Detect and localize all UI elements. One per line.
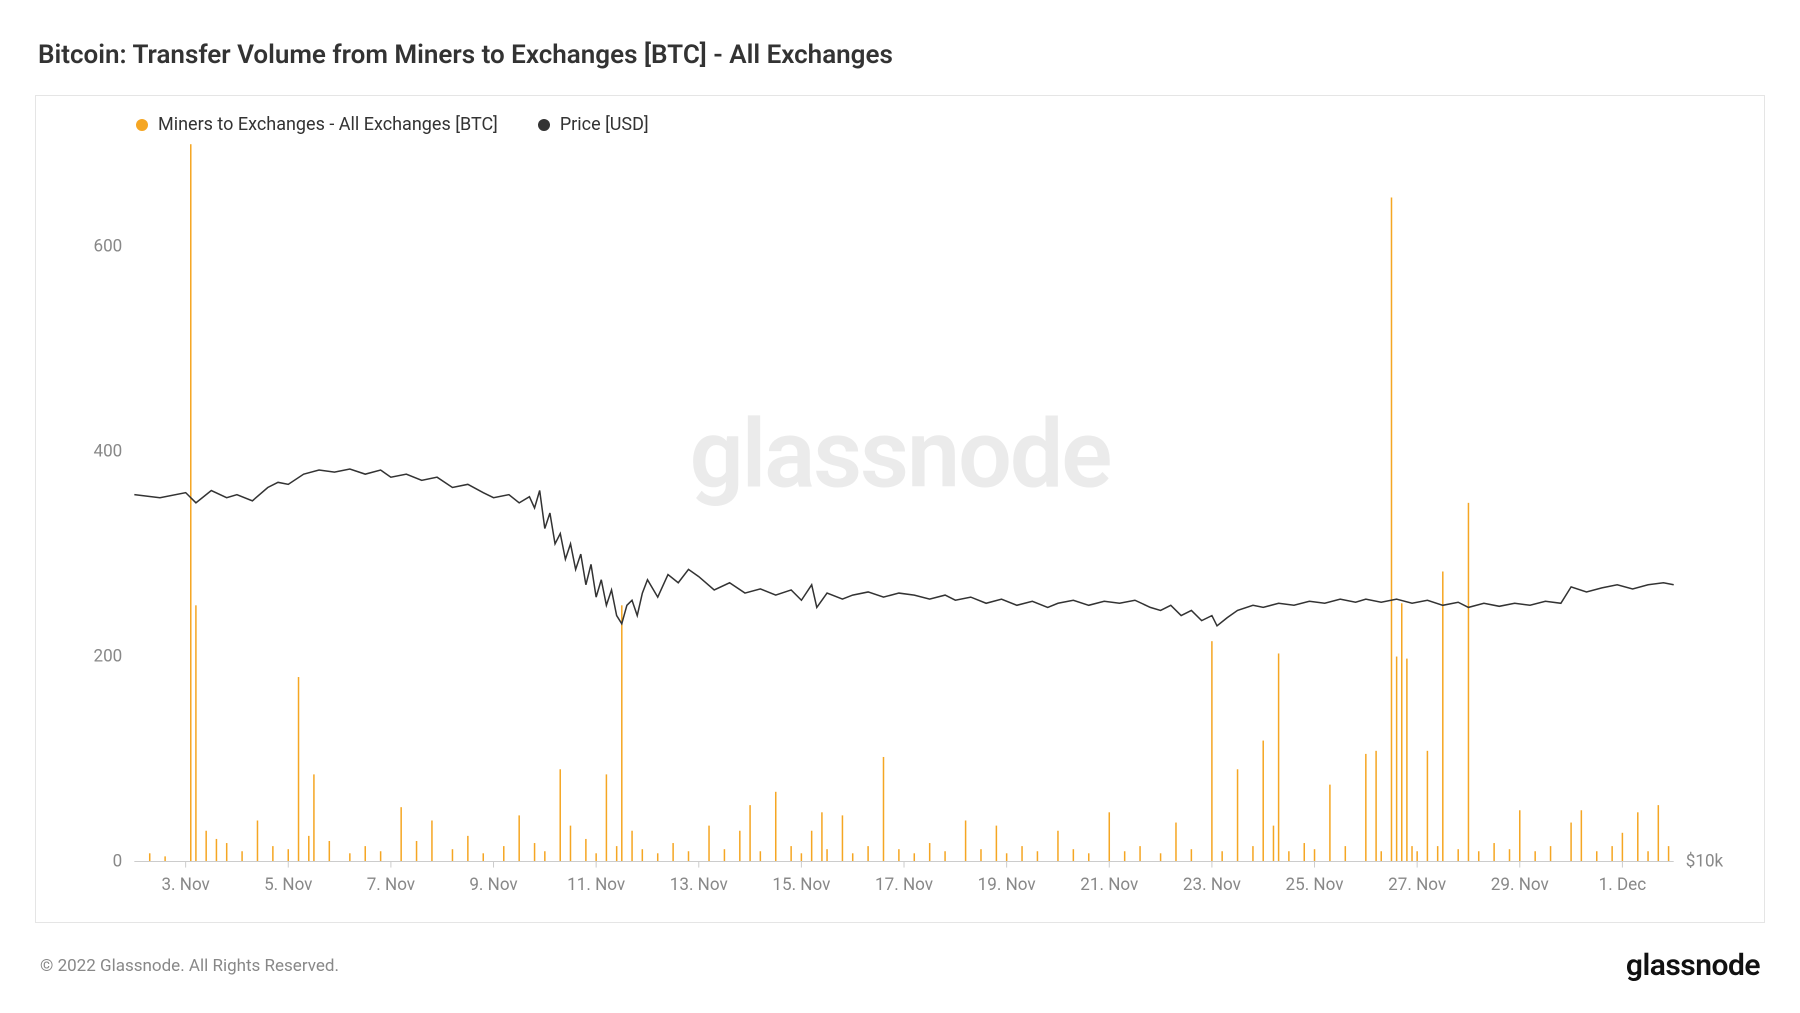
svg-text:$10k: $10k — [1686, 851, 1724, 871]
svg-text:25. Nov: 25. Nov — [1286, 875, 1344, 895]
svg-text:5. Nov: 5. Nov — [264, 875, 312, 895]
svg-text:13. Nov: 13. Nov — [670, 875, 728, 895]
svg-text:15. Nov: 15. Nov — [772, 875, 830, 895]
svg-text:29. Nov: 29. Nov — [1491, 875, 1549, 895]
chart-svg: 0 200 400 600 $10k 3. Nov 5. Nov 7. Nov 9. Nov… — [66, 124, 1734, 912]
svg-text:9. Nov: 9. Nov — [469, 875, 517, 895]
svg-text:21. Nov: 21. Nov — [1080, 875, 1138, 895]
svg-text:0: 0 — [113, 851, 123, 871]
svg-text:17. Nov: 17. Nov — [875, 875, 933, 895]
chart-title: Bitcoin: Transfer Volume from Miners to … — [38, 40, 1765, 70]
svg-text:19. Nov: 19. Nov — [978, 875, 1036, 895]
svg-text:7. Nov: 7. Nov — [367, 875, 415, 895]
svg-text:11. Nov: 11. Nov — [567, 875, 625, 895]
copyright: © 2022 Glassnode. All Rights Reserved. — [40, 956, 339, 976]
svg-text:400: 400 — [93, 442, 122, 462]
plot-area: glassnode 0200400600 $10k 3. Nov5. Nov7.… — [66, 124, 1734, 912]
chart-container: Miners to Exchanges - All Exchanges [BTC… — [35, 95, 1765, 923]
footer: © 2022 Glassnode. All Rights Reserved. g… — [35, 948, 1765, 983]
svg-text:200: 200 — [93, 647, 122, 667]
svg-text:1. Dec: 1. Dec — [1599, 875, 1647, 895]
brand-logo: glassnode — [1626, 948, 1760, 983]
svg-text:600: 600 — [93, 237, 122, 257]
svg-text:27. Nov: 27. Nov — [1388, 875, 1446, 895]
svg-text:23. Nov: 23. Nov — [1183, 875, 1241, 895]
svg-text:3. Nov: 3. Nov — [161, 875, 209, 895]
